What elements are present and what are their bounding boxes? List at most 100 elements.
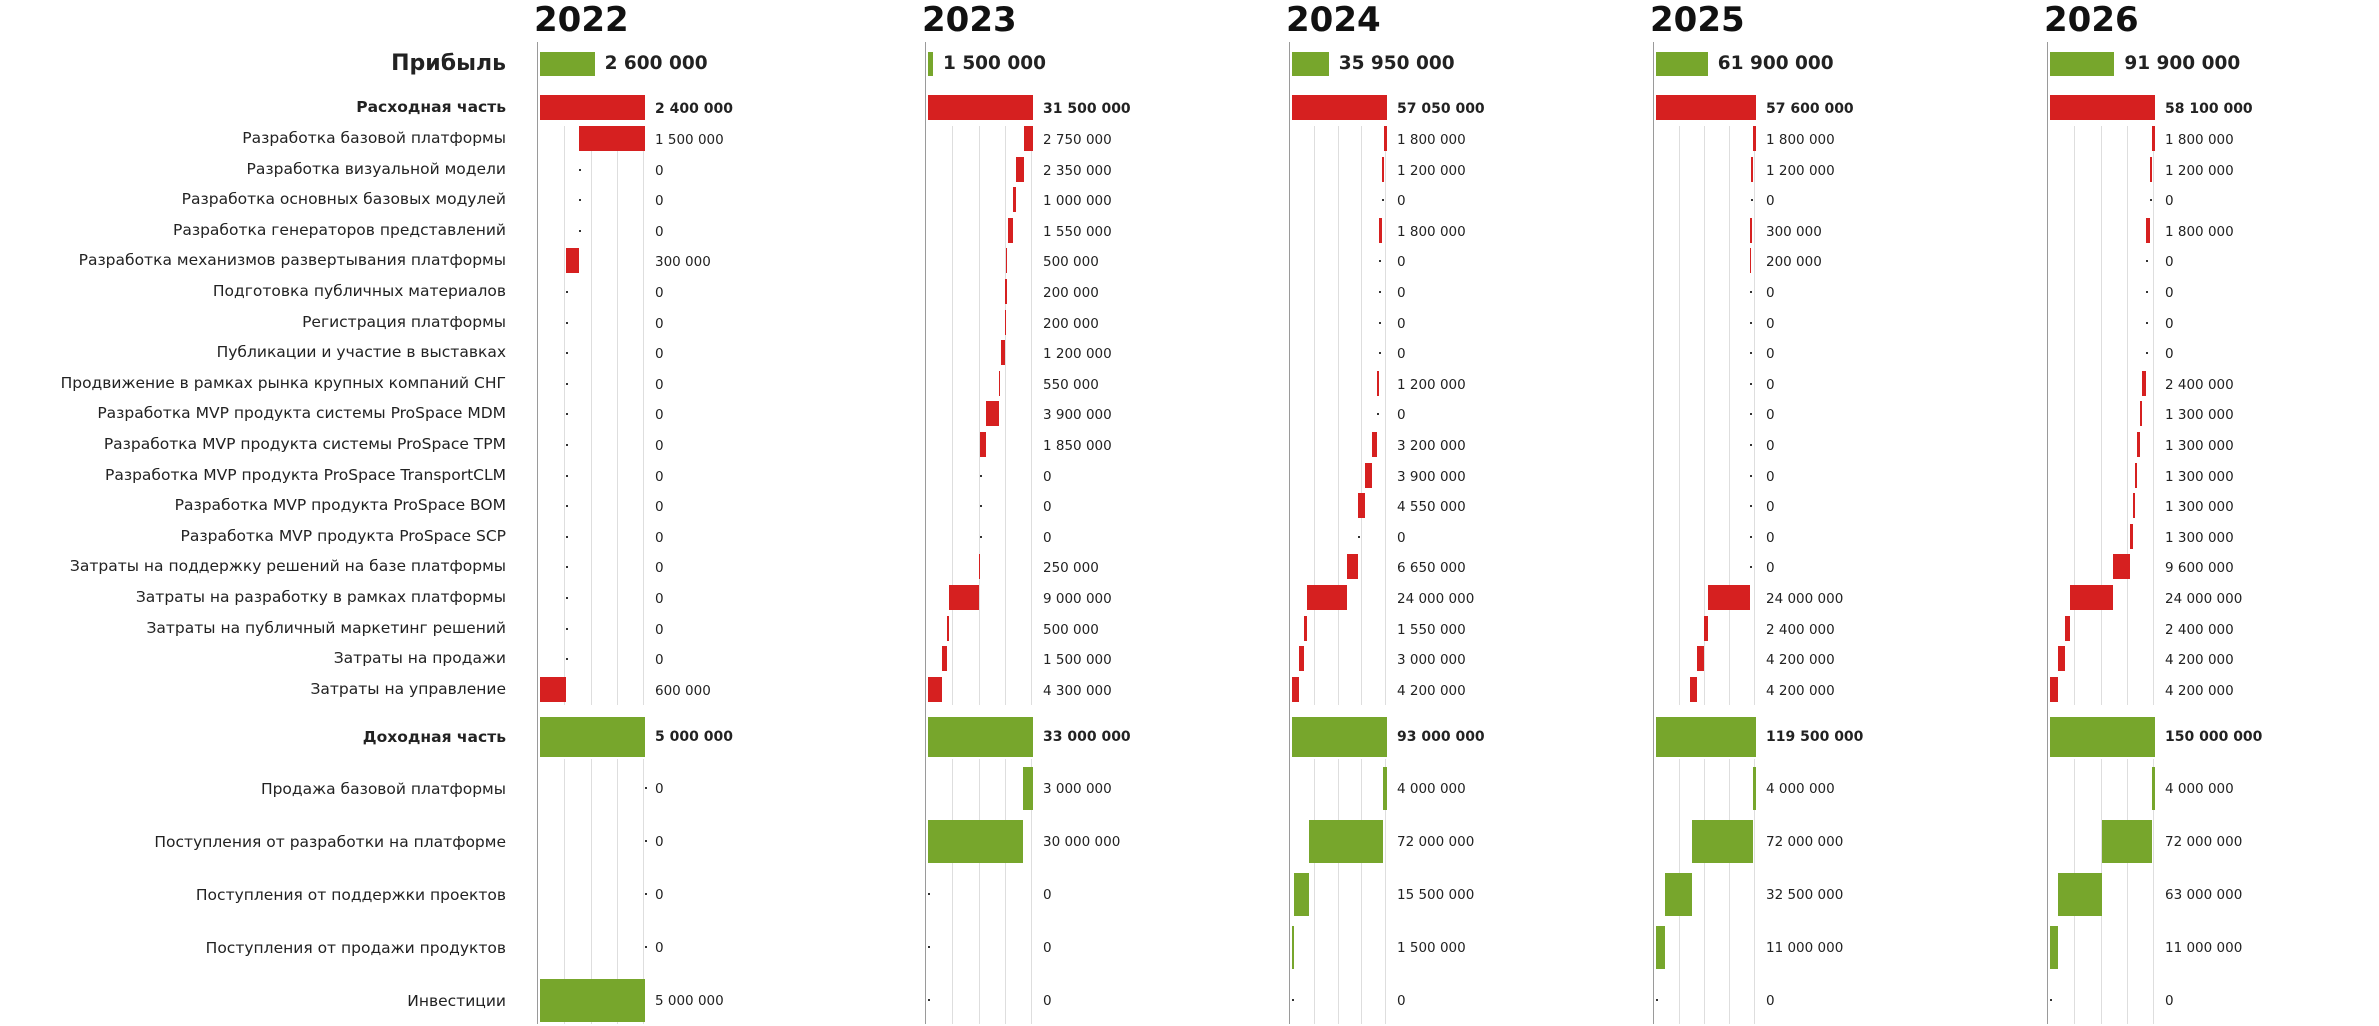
expense-zero-marker (2149, 199, 2152, 202)
grid-line (952, 126, 954, 706)
expense-value-label: 4 200 000 (1766, 652, 1835, 669)
expense-value-label: 300 000 (655, 254, 711, 271)
income-bar (2152, 767, 2155, 810)
income-value-label: 4 000 000 (1397, 781, 1466, 797)
expense-value-label: 1 000 000 (1043, 193, 1112, 210)
income-value-label: 0 (1766, 993, 1775, 1009)
profit-bar (540, 52, 595, 76)
expense-category-label: Разработка MVP продукта системы ProSpace… (103, 435, 506, 453)
expense-value-label: 24 000 000 (2165, 591, 2243, 607)
expense-bar (2132, 493, 2135, 519)
grid-line (1313, 759, 1315, 1024)
expense-bar (947, 615, 949, 641)
income-value-label: 32 500 000 (1766, 887, 1844, 903)
expense-value-label: 3 900 000 (1043, 407, 1112, 424)
expense-bar (1708, 585, 1750, 610)
expense-value-label: 3 200 000 (1397, 438, 1466, 454)
expense-zero-marker (1749, 413, 1752, 416)
income-value-label: 0 (1043, 993, 1052, 1009)
income-total-bar (540, 717, 645, 757)
grid-line (1361, 126, 1363, 706)
expense-zero-marker (979, 505, 982, 508)
expense-value-label: 1 800 000 (2165, 223, 2234, 240)
expense-zero-marker (566, 658, 569, 661)
income-value-label: 72 000 000 (1397, 834, 1475, 850)
expense-value-label: 0 (1043, 529, 1052, 546)
expense-zero-marker (2146, 321, 2149, 324)
profit-bar (928, 52, 933, 76)
expense-bar (1384, 126, 1387, 151)
expense-category-label: Затраты на разработку в рамках платформы (135, 588, 506, 606)
income-bar (540, 979, 645, 1022)
expense-category-label: Разработка основных базовых модулей (181, 190, 506, 209)
profit-value-label: 61 900 000 (1717, 53, 1834, 74)
income-value-label: 5 000 000 (655, 993, 724, 1009)
expense-value-label: 4 200 000 (1397, 682, 1466, 699)
income-total-bar (1656, 717, 1756, 757)
expense-bar (2130, 523, 2133, 549)
expense-value-label: 250 000 (1043, 560, 1099, 577)
expense-zero-marker (1749, 566, 1752, 569)
expense-category-label: Разработка MVP продукта системы ProSpace… (97, 404, 506, 423)
expense-bar (1750, 156, 1753, 182)
profit-bar (2050, 52, 2115, 76)
expense-zero-marker (1749, 444, 1752, 446)
expense-value-label: 3 000 000 (1397, 652, 1466, 669)
expense-category-label: Продвижение в рамках рынка крупных компа… (60, 373, 506, 392)
expense-value-label: 1 500 000 (655, 132, 724, 148)
expense-total-value-label: 31 500 000 (1043, 101, 1131, 117)
income-category-label: Инвестиции (407, 992, 506, 1010)
income-value-label: 11 000 000 (1766, 940, 1844, 956)
expense-total-bar (1292, 95, 1387, 120)
expense-zero-marker (566, 597, 569, 599)
expense-value-label: 0 (1397, 529, 1406, 546)
income-bar (1382, 767, 1387, 810)
income-value-label: 30 000 000 (1043, 834, 1121, 850)
expense-value-label: 0 (1766, 285, 1775, 301)
grid-line (590, 759, 592, 1024)
expense-bar (2065, 615, 2070, 641)
expense-value-label: 550 000 (1043, 376, 1099, 393)
expense-value-label: 0 (2165, 193, 2174, 210)
expense-bar (1365, 462, 1372, 488)
grid-line (643, 759, 644, 1024)
income-value-label: 0 (655, 887, 664, 903)
expense-value-label: 4 300 000 (1043, 682, 1112, 699)
expense-total-value-label: 57 600 000 (1766, 101, 1854, 117)
expense-value-label: 0 (655, 193, 664, 210)
expense-bar (1379, 217, 1382, 243)
expense-value-label: 0 (2165, 346, 2174, 363)
expense-bar (2151, 126, 2155, 151)
expense-category-label: Затраты на продажи (333, 649, 506, 668)
income-total-value-label: 5 000 000 (655, 729, 733, 745)
expense-value-label: 0 (2165, 254, 2174, 271)
expense-bar (2112, 554, 2131, 580)
expense-category-label: Разработка MVP продукта ProSpace BOM (174, 496, 506, 515)
year-label: 2022 (534, 0, 629, 40)
expense-category-label: Затраты на публичный маркетинг решений (146, 618, 506, 637)
expense-value-label: 9 000 000 (1043, 591, 1112, 607)
year-label: 2024 (1286, 0, 1381, 40)
expense-zero-marker (1379, 321, 1381, 324)
expense-zero-marker (579, 168, 582, 171)
expense-value-label: 1 550 000 (1397, 621, 1466, 638)
expense-bar (1303, 615, 1307, 641)
expense-zero-marker (566, 474, 569, 477)
grid-line (1004, 759, 1006, 1024)
expense-bar (1005, 279, 1007, 304)
expense-value-label: 1 800 000 (1397, 132, 1466, 148)
income-zero-marker (645, 946, 647, 948)
income-zero-marker (1292, 999, 1294, 1001)
expense-value-label: 0 (1766, 529, 1775, 546)
income-total-value-label: 33 000 000 (1043, 729, 1131, 745)
expense-zero-marker (1357, 535, 1360, 538)
grid-line (616, 126, 618, 706)
income-value-label: 1 500 000 (1397, 940, 1466, 956)
panel-axis-line (1289, 42, 1290, 1024)
income-value-label: 0 (1397, 993, 1406, 1009)
expense-bar (1377, 370, 1379, 396)
income-value-label: 0 (1043, 887, 1052, 903)
income-total-bar (928, 717, 1033, 757)
expense-value-label: 0 (1397, 407, 1406, 424)
grid-line (1679, 126, 1680, 706)
